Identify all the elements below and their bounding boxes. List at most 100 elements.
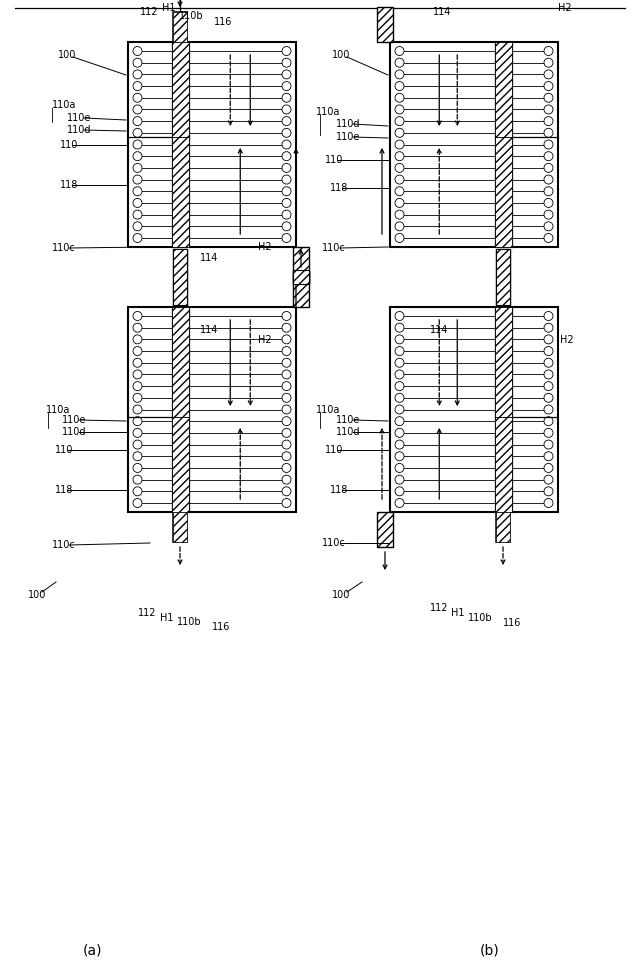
Circle shape <box>282 311 291 320</box>
Circle shape <box>395 163 404 173</box>
Circle shape <box>133 58 142 67</box>
Text: 118: 118 <box>60 180 78 190</box>
Circle shape <box>282 359 291 367</box>
Bar <box>495 137 511 247</box>
Circle shape <box>282 393 291 402</box>
Text: 110: 110 <box>60 140 78 150</box>
Circle shape <box>282 464 291 472</box>
Text: 110b: 110b <box>468 613 493 623</box>
Text: 100: 100 <box>58 50 76 60</box>
Circle shape <box>544 175 553 184</box>
Circle shape <box>133 323 142 333</box>
Text: 110b: 110b <box>179 11 204 21</box>
Text: H2: H2 <box>560 335 573 345</box>
Bar <box>377 512 393 547</box>
Circle shape <box>133 487 142 495</box>
Circle shape <box>282 175 291 184</box>
Circle shape <box>395 487 404 495</box>
Text: 114: 114 <box>433 7 451 17</box>
Circle shape <box>395 416 404 426</box>
Circle shape <box>544 405 553 414</box>
Bar <box>496 249 510 305</box>
Text: 110e: 110e <box>62 415 86 425</box>
Circle shape <box>395 440 404 449</box>
Text: 110c: 110c <box>322 243 346 253</box>
Circle shape <box>282 475 291 484</box>
Circle shape <box>133 140 142 149</box>
Circle shape <box>133 416 142 426</box>
Circle shape <box>544 151 553 161</box>
Circle shape <box>133 393 142 402</box>
Circle shape <box>133 405 142 414</box>
Bar <box>293 247 309 282</box>
Circle shape <box>544 370 553 379</box>
Circle shape <box>133 440 142 449</box>
Circle shape <box>133 105 142 114</box>
Circle shape <box>395 222 404 230</box>
Circle shape <box>544 210 553 219</box>
Circle shape <box>395 140 404 149</box>
Text: 114: 114 <box>200 253 218 263</box>
Circle shape <box>282 428 291 438</box>
Bar <box>173 512 187 542</box>
Text: H1: H1 <box>162 3 175 13</box>
Bar <box>172 307 189 417</box>
Text: 112: 112 <box>140 7 159 17</box>
Circle shape <box>395 393 404 402</box>
Text: 110e: 110e <box>67 113 92 123</box>
Bar <box>495 417 511 512</box>
Bar <box>172 42 189 137</box>
Circle shape <box>395 475 404 484</box>
Circle shape <box>282 117 291 125</box>
Circle shape <box>133 222 142 230</box>
Text: 100: 100 <box>332 50 350 60</box>
Circle shape <box>133 69 142 79</box>
Text: 110e: 110e <box>336 415 360 425</box>
Bar <box>173 12 187 42</box>
Circle shape <box>544 311 553 320</box>
Circle shape <box>282 140 291 149</box>
Circle shape <box>282 128 291 137</box>
Circle shape <box>282 498 291 507</box>
Circle shape <box>133 311 142 320</box>
Circle shape <box>544 128 553 137</box>
Circle shape <box>133 117 142 125</box>
Circle shape <box>282 163 291 173</box>
Circle shape <box>133 175 142 184</box>
Circle shape <box>282 405 291 414</box>
Text: 118: 118 <box>55 485 74 495</box>
Circle shape <box>544 69 553 79</box>
Circle shape <box>544 440 553 449</box>
Circle shape <box>544 393 553 402</box>
Text: 114: 114 <box>430 325 449 335</box>
Circle shape <box>395 69 404 79</box>
Text: (b): (b) <box>480 943 500 957</box>
Circle shape <box>544 163 553 173</box>
Circle shape <box>395 464 404 472</box>
Text: 116: 116 <box>503 618 522 628</box>
Circle shape <box>544 452 553 461</box>
Circle shape <box>282 187 291 196</box>
Text: 116: 116 <box>212 622 230 632</box>
Circle shape <box>282 69 291 79</box>
Text: 112: 112 <box>138 608 157 618</box>
Circle shape <box>395 370 404 379</box>
Bar <box>496 512 510 542</box>
Circle shape <box>395 117 404 125</box>
Circle shape <box>282 416 291 426</box>
Circle shape <box>282 82 291 91</box>
Circle shape <box>133 46 142 56</box>
Bar <box>495 42 511 137</box>
Circle shape <box>133 151 142 161</box>
Circle shape <box>133 233 142 243</box>
Circle shape <box>395 382 404 390</box>
Text: 112: 112 <box>430 603 449 613</box>
Circle shape <box>544 222 553 230</box>
Circle shape <box>544 233 553 243</box>
Text: 114: 114 <box>200 325 218 335</box>
Circle shape <box>544 335 553 344</box>
Circle shape <box>282 105 291 114</box>
Circle shape <box>133 359 142 367</box>
Circle shape <box>282 347 291 356</box>
Text: H2: H2 <box>558 3 572 13</box>
